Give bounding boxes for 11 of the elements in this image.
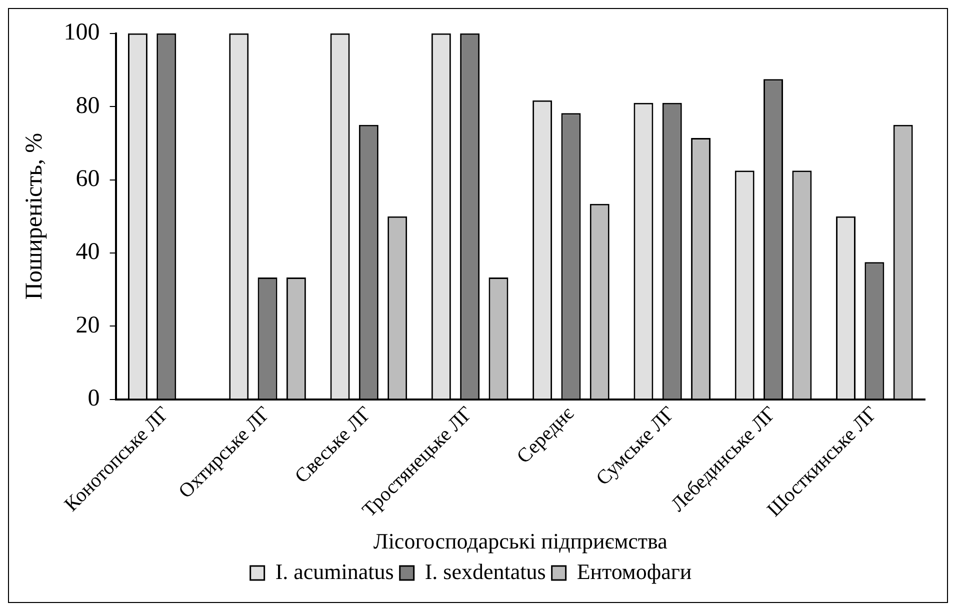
- legend-label: Ентомофаги: [576, 558, 692, 584]
- y-axis-title: Поширеність, %: [22, 132, 48, 300]
- y-tick-label: 20: [76, 312, 100, 338]
- x-axis-title: Лісогосподарські підприємства: [373, 528, 668, 554]
- y-tick-label: 40: [76, 239, 100, 266]
- y-tick-label: 0: [88, 386, 100, 412]
- legend-label: I. acuminatus: [275, 558, 394, 584]
- y-tick-label: 60: [76, 166, 100, 192]
- y-tick-label: 80: [76, 92, 100, 119]
- y-tick-label: 100: [64, 20, 100, 46]
- legend-label: I. sexdentatus: [424, 558, 546, 584]
